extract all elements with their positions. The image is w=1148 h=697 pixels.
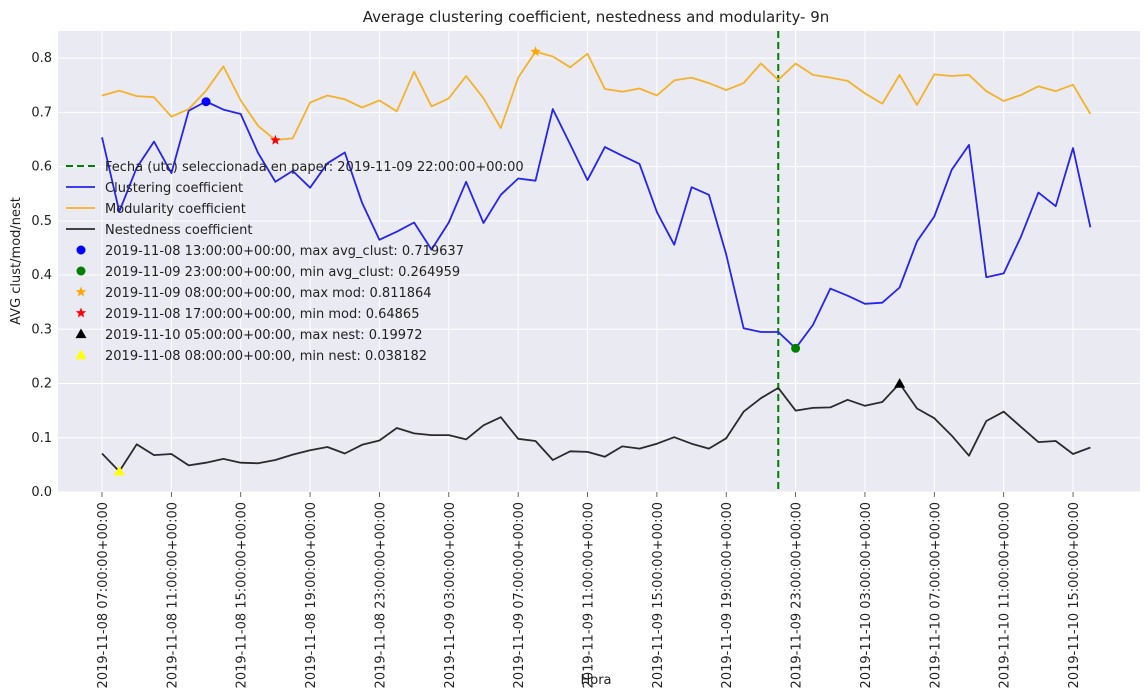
- x-tick-label: 2019-11-09 15:00:00+00:00: [651, 502, 666, 688]
- y-tick-label: 0.2: [31, 377, 52, 392]
- legend-swatch-marker: [76, 266, 86, 276]
- legend-swatch-marker: [75, 286, 87, 297]
- x-tick-label: 2019-11-09 07:00:00+00:00: [512, 502, 527, 688]
- y-tick-label: 0.3: [31, 322, 52, 337]
- legend-swatch-marker: [75, 328, 87, 339]
- y-axis-label: AVG clust/mod/nest: [9, 197, 24, 325]
- legend-label: 2019-11-09 08:00:00+00:00, max mod: 0.81…: [105, 286, 432, 301]
- data-marker-circle: [201, 97, 211, 107]
- legend-label: Modularity coefficient: [105, 202, 246, 217]
- legend-label: 2019-11-09 23:00:00+00:00, min avg_clust…: [105, 265, 460, 280]
- x-axis: 2019-11-08 07:00:00+00:00 2019-11-08 11:0…: [96, 492, 1082, 688]
- x-tick-label: 2019-11-10 07:00:00+00:00: [928, 502, 943, 688]
- x-tick-label: 2019-11-09 23:00:00+00:00: [790, 502, 805, 688]
- plot-area: [58, 31, 1140, 492]
- legend-swatch-marker: [76, 245, 86, 255]
- legend-label: 2019-11-08 17:00:00+00:00, min mod: 0.64…: [105, 307, 419, 322]
- x-tick-label: 2019-11-08 23:00:00+00:00: [373, 502, 388, 688]
- series-line-modularity-coefficient: [101, 50, 1092, 141]
- legend-label: 2019-11-08 08:00:00+00:00, min nest: 0.0…: [105, 349, 427, 364]
- y-tick-label: 0.8: [31, 51, 52, 66]
- x-tick-label: 2019-11-10 03:00:00+00:00: [859, 502, 874, 688]
- data-marker-triangle: [894, 378, 906, 388]
- legend-swatch-marker: [75, 349, 87, 360]
- y-tick-label: 0.0: [31, 485, 52, 500]
- legend-label: Nestedness coefficient: [105, 223, 253, 238]
- data-marker-star: [270, 134, 281, 145]
- y-tick-label: 0.5: [31, 214, 52, 229]
- legend-label: Clustering coefficient: [105, 181, 243, 196]
- y-tick-label: 0.6: [31, 160, 52, 175]
- x-tick-label: 2019-11-09 19:00:00+00:00: [720, 502, 735, 688]
- data-marker-circle: [791, 343, 801, 353]
- x-tick-label: 2019-11-10 11:00:00+00:00: [998, 502, 1013, 688]
- x-tick-label: 2019-11-08 11:00:00+00:00: [165, 502, 180, 688]
- chart-title: Average clustering coefficient, nestedne…: [363, 8, 830, 26]
- series-layer: [101, 50, 1092, 473]
- x-axis-label: Hora: [580, 673, 611, 688]
- data-marker-star: [530, 46, 541, 57]
- grid: [58, 31, 1140, 493]
- x-tick-label: 2019-11-10 15:00:00+00:00: [1067, 502, 1082, 688]
- legend-label: Fecha (utc) seleccionada en paper: 2019-…: [105, 160, 524, 175]
- series-line-nestedness-coefficient: [101, 382, 1091, 473]
- legend-label: 2019-11-08 13:00:00+00:00, max avg_clust…: [105, 244, 464, 259]
- legend-swatch-marker: [75, 307, 87, 318]
- y-tick-label: 0.4: [31, 268, 52, 283]
- series-line-clustering-coefficient: [101, 100, 1092, 350]
- x-tick-label: 2019-11-08 19:00:00+00:00: [304, 502, 319, 688]
- x-tick-label: 2019-11-09 03:00:00+00:00: [443, 502, 458, 688]
- y-axis: 0.0 0.1 0.2 0.3 0.4 0.5 0.6 0.7 0.8: [31, 51, 52, 500]
- y-tick-label: 0.1: [31, 431, 52, 446]
- legend-label: 2019-11-10 05:00:00+00:00, max nest: 0.1…: [105, 328, 423, 343]
- x-tick-label: 2019-11-09 11:00:00+00:00: [582, 502, 597, 688]
- marker-layer: [113, 46, 906, 476]
- data-marker-triangle: [113, 465, 125, 476]
- legend: Fecha (utc) seleccionada en paper: 2019-…: [66, 160, 524, 364]
- x-tick-label: 2019-11-08 07:00:00+00:00: [96, 502, 111, 688]
- x-tick-label: 2019-11-08 15:00:00+00:00: [235, 502, 250, 688]
- y-tick-label: 0.7: [31, 105, 52, 120]
